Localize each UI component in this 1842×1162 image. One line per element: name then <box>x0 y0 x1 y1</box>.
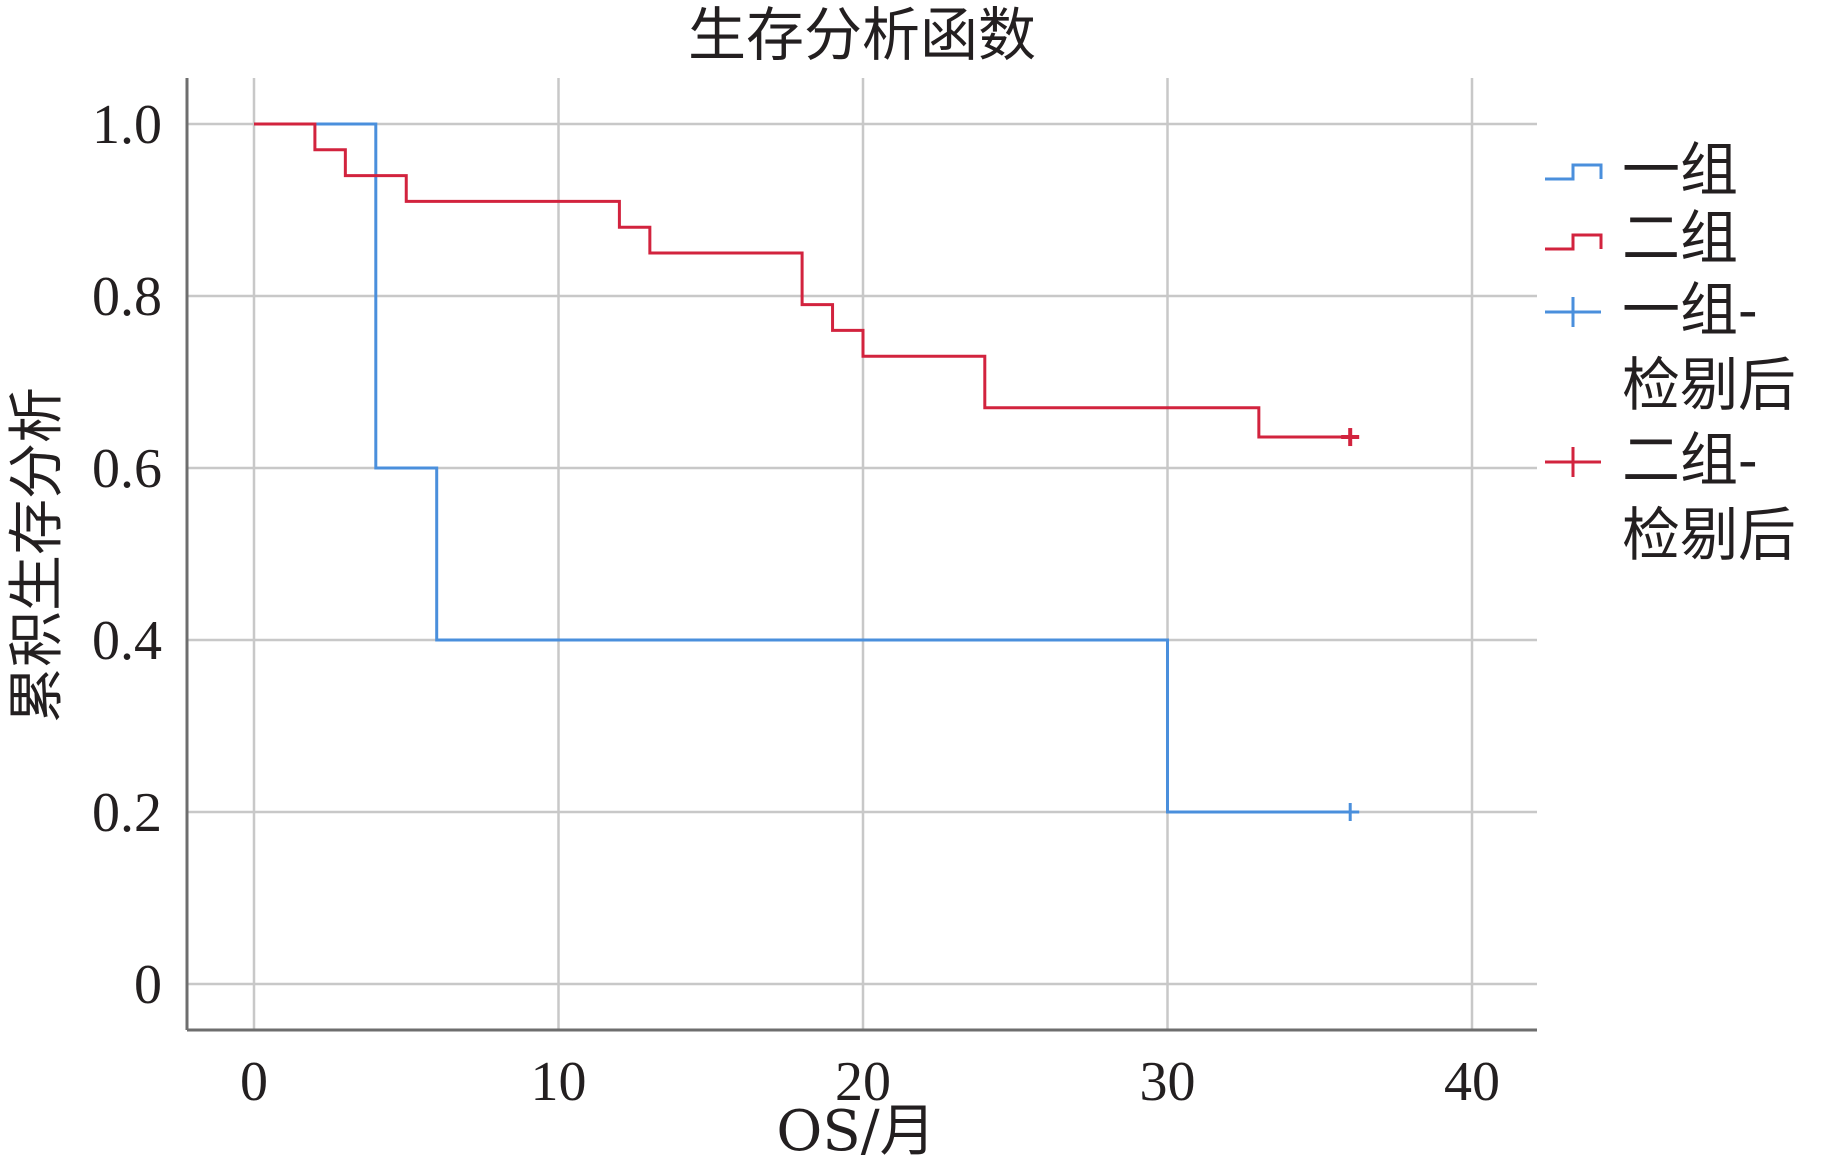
censor-mark-1-1 <box>1341 803 1360 821</box>
legend-item-4: 二组- 检剔后 <box>1545 426 1796 569</box>
legend-step-icon <box>1545 233 1603 251</box>
legend-item-1: 一组 <box>1545 136 1738 204</box>
censor-mark-2-1 <box>1341 428 1360 447</box>
legend-step-icon <box>1545 163 1603 181</box>
y-tick-label-0-8: 0.8 <box>92 266 162 328</box>
x-tick-label-30: 30 <box>1140 1051 1196 1113</box>
x-tick-label-0: 0 <box>240 1051 268 1113</box>
series-layer <box>254 122 1360 821</box>
grid-layer <box>187 78 1537 1030</box>
y-tick-label-1: 1.0 <box>92 94 162 156</box>
x-axis-label: OS/月 <box>776 1099 935 1162</box>
x-tick-label-40: 40 <box>1444 1051 1500 1113</box>
y-axis-label: 累积生存分析 <box>5 387 70 723</box>
y-tick-label-0-2: 0.2 <box>92 782 162 844</box>
x-tick-label-20: 20 <box>835 1051 891 1113</box>
chart-title: 生存分析函数 <box>688 1 1036 69</box>
legend-label-4-line-2: 检剔后 <box>1622 501 1796 569</box>
series-line-1 <box>254 122 1351 814</box>
legend-label-3-line-2: 检剔后 <box>1622 351 1796 419</box>
legend-item-3: 一组- 检剔后 <box>1545 276 1796 419</box>
y-tick-label-0: 0 <box>134 954 162 1016</box>
axis-layer: 0 10 20 30 40 0 0.2 0.4 0.6 0.8 1.0 <box>92 78 1537 1113</box>
legend-label-2-line-1: 二组 <box>1622 204 1738 272</box>
y-tick-label-0-4: 0.4 <box>92 610 162 672</box>
legend-label-4-line-1: 二组- <box>1622 426 1758 494</box>
legend-item-2: 二组 <box>1545 204 1738 272</box>
legend-label-1-line-1: 一组 <box>1622 136 1738 204</box>
x-tick-label-10: 10 <box>531 1051 587 1113</box>
legend-label-3-line-1: 一组- <box>1622 276 1758 344</box>
series-line-2 <box>254 122 1351 439</box>
y-tick-label-0-6: 0.6 <box>92 438 162 500</box>
